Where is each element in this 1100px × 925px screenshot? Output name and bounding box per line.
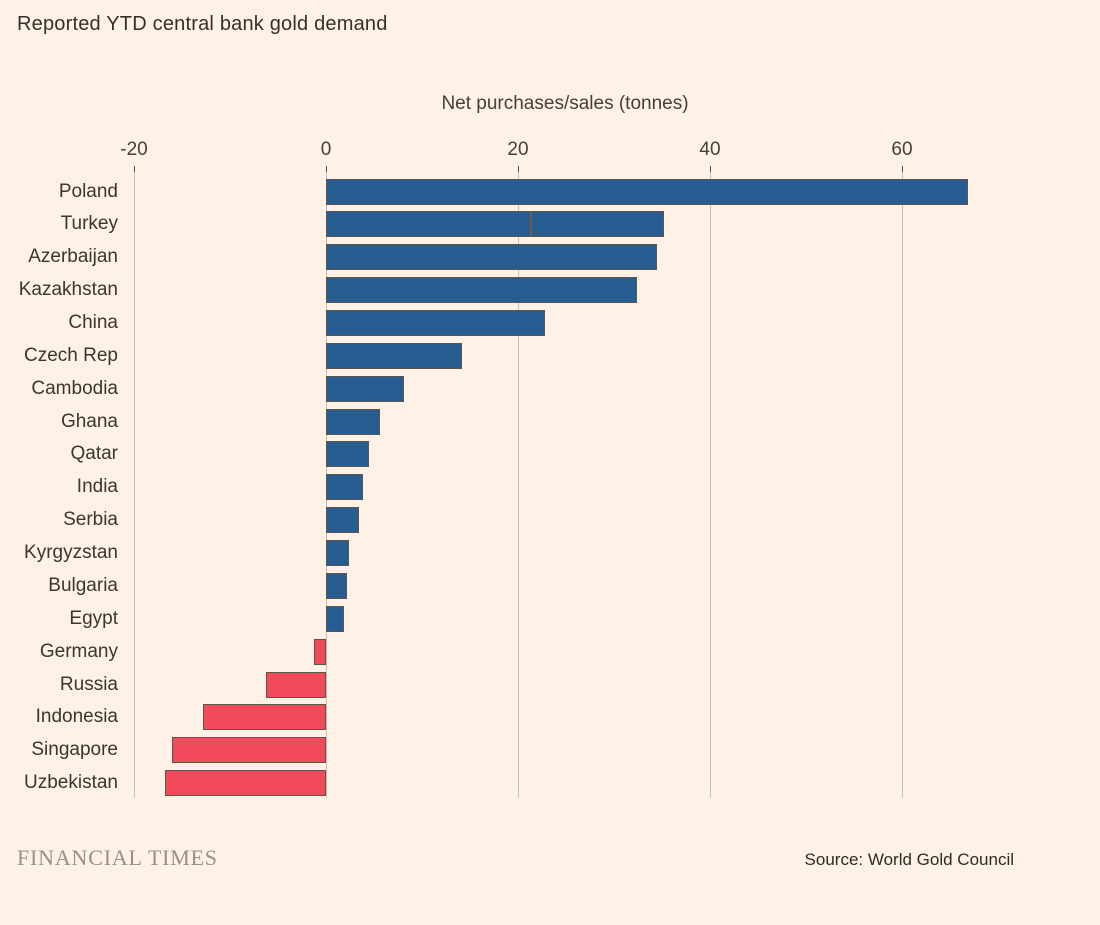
bar-germany (313, 638, 326, 665)
bar-cambodia (326, 375, 404, 402)
bar-azerbaijan (326, 244, 658, 271)
y-axis-label-czech-rep: Czech Rep (24, 344, 118, 366)
y-axis-label-uzbekistan: Uzbekistan (24, 772, 118, 794)
source-credit: Source: World Gold Council (804, 850, 1014, 869)
bar-serbia (326, 507, 359, 534)
y-axis-label-serbia: Serbia (63, 509, 118, 531)
x-axis-title: Net purchases/sales (tonnes) (441, 93, 689, 114)
y-axis-label-turkey: Turkey (60, 213, 118, 235)
bar-qatar (326, 441, 370, 468)
gridline-40 (710, 172, 711, 798)
bar-kazakhstan (326, 277, 638, 304)
y-axis-label-azerbaijan: Azerbaijan (28, 246, 118, 268)
x-tick-label-20: 20 (507, 139, 529, 160)
x-tick-label--20: -20 (120, 139, 148, 160)
y-axis-label-germany: Germany (39, 640, 118, 662)
x-tick-mark--20 (134, 166, 135, 177)
y-axis-label-ghana: Ghana (60, 410, 118, 432)
y-axis-label-singapore: Singapore (31, 739, 118, 761)
chart-title: Reported YTD central bank gold demand (17, 13, 388, 35)
y-axis-label-kazakhstan: Kazakhstan (18, 279, 118, 301)
x-tick-mark-20 (518, 166, 519, 177)
bar-kyrgyzstan (326, 540, 350, 567)
y-axis-label-bulgaria: Bulgaria (48, 574, 118, 596)
y-axis-label-poland: Poland (58, 180, 118, 202)
bar-bulgaria (326, 572, 348, 599)
bar-singapore (172, 737, 326, 764)
gridline-20 (518, 172, 519, 798)
bar-ghana (326, 408, 380, 435)
x-tick-label-40: 40 (699, 139, 721, 160)
y-axis-label-cambodia: Cambodia (31, 377, 118, 399)
y-axis-label-india: India (76, 476, 118, 498)
ft-logo: FINANCIAL TIMES (17, 845, 218, 870)
gridline--20 (134, 172, 135, 798)
y-axis-label-russia: Russia (59, 673, 118, 695)
turkey-bar-divider (530, 212, 533, 237)
y-axis-label-qatar: Qatar (70, 443, 118, 465)
bar-russia (266, 671, 326, 698)
x-tick-label-0: 0 (320, 139, 332, 160)
x-tick-mark-0 (326, 166, 327, 177)
bar-china (326, 309, 545, 336)
bar-egypt (326, 605, 345, 632)
x-tick-mark-40 (710, 166, 711, 177)
y-axis-label-egypt: Egypt (69, 607, 118, 629)
bar-india (326, 474, 364, 501)
y-axis-label-kyrgyzstan: Kyrgyzstan (24, 542, 118, 564)
bar-uzbekistan (164, 770, 326, 797)
gridline-60 (902, 172, 903, 798)
x-tick-label-60: 60 (891, 139, 913, 160)
x-tick-mark-60 (902, 166, 903, 177)
y-axis-label-china: China (68, 311, 118, 333)
bar-czech-rep (326, 342, 463, 369)
bar-indonesia (203, 704, 326, 731)
bar-poland (326, 178, 969, 205)
bar-turkey (326, 211, 664, 238)
y-axis-label-indonesia: Indonesia (35, 706, 118, 728)
